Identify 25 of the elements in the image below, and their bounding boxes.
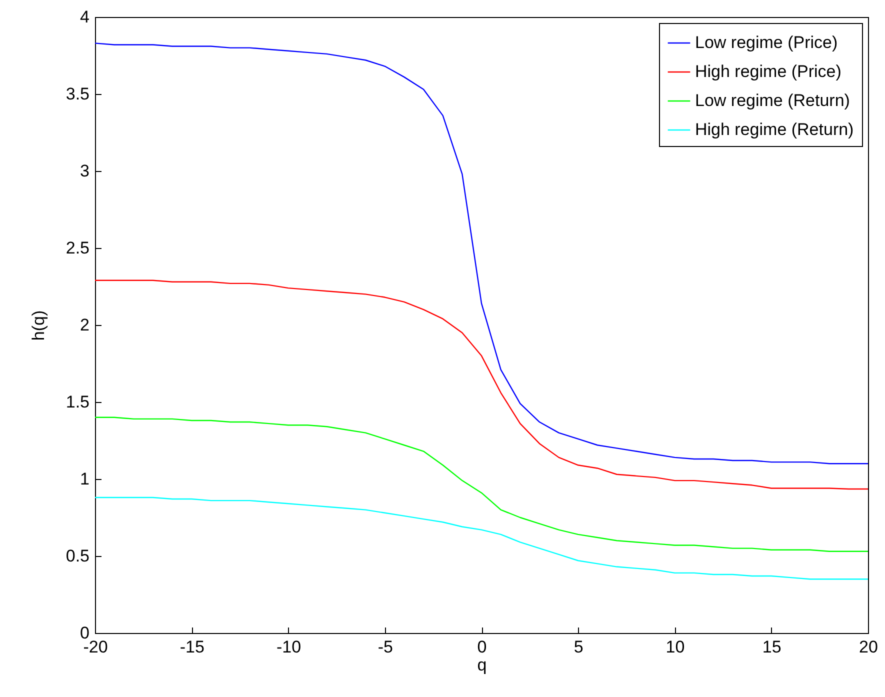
x-tick-label: 15 (762, 638, 782, 656)
line-series (95, 496, 868, 580)
x-axis-title: q (477, 656, 487, 674)
y-tick-label: 4 (80, 8, 90, 26)
line-series (95, 416, 868, 552)
legend-label: High regime (Price) (695, 62, 842, 81)
legend-label: Low regime (Return) (695, 91, 850, 110)
y-tick-label: 2.5 (66, 238, 90, 258)
legend-label: High regime (Return) (695, 120, 854, 139)
x-tick-label: 10 (666, 638, 685, 656)
y-tick-label: 2 (80, 316, 90, 334)
legend-label: Low regime (Price) (695, 33, 838, 52)
y-axis-title: h(q) (28, 310, 48, 341)
y-tick-label: 1.5 (66, 392, 90, 412)
line-series (95, 280, 868, 490)
y-tick-label: 3.5 (66, 84, 90, 104)
x-tick-label: -5 (378, 638, 393, 656)
x-tick-label: 5 (574, 638, 584, 656)
x-tick-label: 20 (859, 638, 878, 656)
x-tick-label: -15 (180, 638, 204, 656)
y-tick-label: 0.5 (66, 546, 90, 566)
x-tick-label: 0 (477, 638, 487, 656)
y-tick-label: 1 (80, 470, 90, 488)
y-tick-label: 3 (80, 162, 90, 180)
x-tick-label: -10 (276, 638, 302, 656)
